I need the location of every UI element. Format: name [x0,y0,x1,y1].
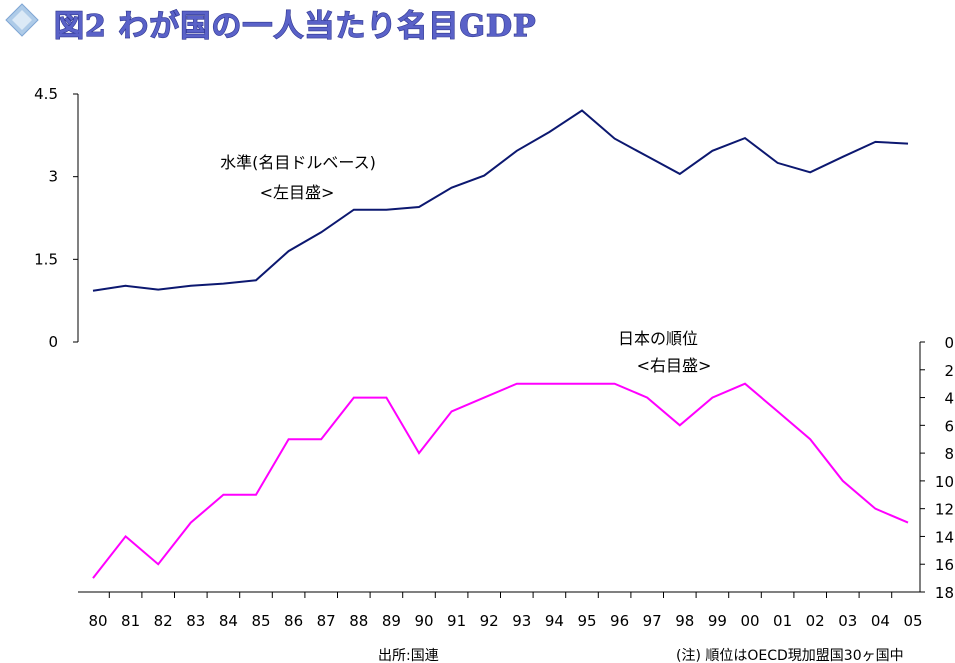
x-tick-label: 98 [675,612,694,630]
left-tick-label: 1.5 [34,250,58,268]
left-tick-label: 3 [48,168,58,186]
right-tick-label: 16 [935,556,954,574]
x-axis: 80 81 82 83 84 85 86 87 88 89 90 91 92 93 94 95 96 97 98 99… [78,591,923,630]
level-series-line [92,109,909,292]
x-tick-label: 97 [643,612,662,630]
x-tick-label: 99 [708,612,727,630]
x-tick-label: 86 [284,612,303,630]
rank-series-line [92,382,909,579]
x-tick-label: 84 [219,612,238,630]
right-tick-label: 14 [935,528,954,546]
left-axis: 0 1.5 3 4.5 [34,85,79,351]
x-tick-label: 82 [154,612,173,630]
x-tick-label: 01 [773,612,792,630]
x-tick-label: 88 [349,612,368,630]
left-tick-label: 0 [48,333,58,351]
right-tick-label: 6 [944,417,954,435]
right-tick-label: 0 [944,334,954,352]
right-tick-label: 10 [935,473,954,491]
x-tick-label: 92 [480,612,499,630]
level-label: 水準(名目ドルベース) [220,153,376,172]
source-note: 出所:国連 [378,648,439,663]
x-tick-label: 03 [838,612,857,630]
right-tick-label: 18 [935,584,954,602]
right-tick-label: 12 [935,501,954,519]
x-tick-label: 05 [903,612,922,630]
x-tick-label: 02 [806,612,825,630]
x-tick-label: 95 [577,612,596,630]
x-tick-label: 85 [251,612,270,630]
x-tick-label: 80 [88,612,107,630]
x-tick-label: 93 [512,612,531,630]
right-tick-label: 2 [944,362,954,380]
chart-title: 図2 わが国の一人当たり名目GDP [54,9,537,44]
x-tick-label: 81 [121,612,140,630]
right-tick-label: 4 [944,390,954,408]
x-tick-label: 90 [414,612,433,630]
left-tick-label: 4.5 [34,85,58,103]
rank-label: 日本の順位 [618,329,698,348]
x-tick-label: 94 [545,612,564,630]
right-tick-label: 8 [944,445,954,463]
level-axis-note: <左目盛> [260,183,335,202]
title-icon [5,3,39,37]
x-tick-label: 89 [382,612,401,630]
footnote: (注) 順位はOECD現加盟国30ヶ国中 [676,648,904,663]
rank-axis-note: <右目盛> [637,356,712,375]
right-axis: 0 2 4 6 8 10 12 14 16 18 [919,334,954,602]
x-tick-label: 91 [447,612,466,630]
x-tick-label: 96 [610,612,629,630]
x-tick-label: 00 [740,612,759,630]
x-tick-label: 04 [871,612,890,630]
x-tick-label: 87 [317,612,336,630]
diamond-icon-highlight [12,10,32,30]
x-tick-label: 83 [186,612,205,630]
